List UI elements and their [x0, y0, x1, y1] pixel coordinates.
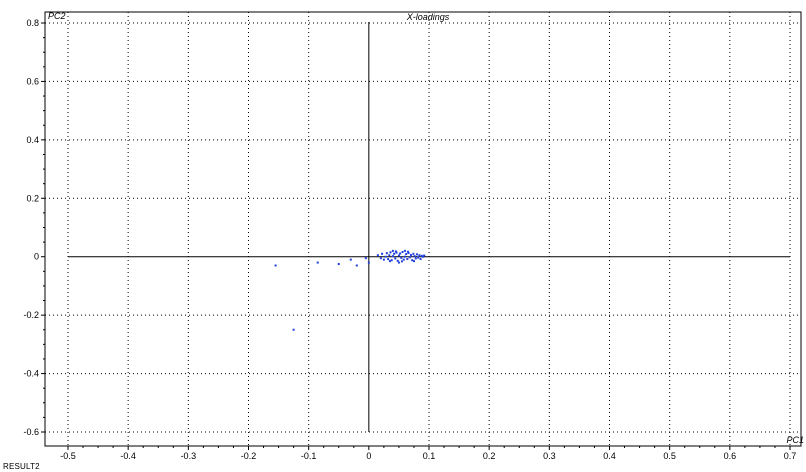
- data-point: [364, 257, 367, 260]
- data-point: [382, 258, 385, 261]
- data-point: [408, 256, 411, 259]
- data-point: [391, 255, 394, 258]
- y-tick-label: 0.4: [26, 135, 39, 145]
- x-tick-label: 0.7: [784, 451, 797, 461]
- data-point: [396, 259, 399, 262]
- data-point: [421, 255, 424, 258]
- result-label: RESULT2: [3, 462, 40, 471]
- data-point: [403, 249, 406, 252]
- plot-frame: [44, 11, 802, 447]
- data-point: [337, 263, 340, 266]
- data-point: [419, 258, 422, 261]
- data-point: [406, 258, 409, 261]
- x-tick-label: 0.5: [663, 451, 676, 461]
- data-point: [394, 257, 397, 260]
- axis-ticks: [41, 22, 791, 450]
- y-axis-label: PC2: [48, 11, 66, 21]
- data-point: [400, 256, 403, 259]
- x-tick-label: -0.1: [301, 451, 317, 461]
- x-tick-label: 0: [366, 451, 371, 461]
- y-tick-label: 0.8: [26, 18, 39, 28]
- data-point: [381, 252, 384, 255]
- data-point: [397, 261, 400, 264]
- data-point: [389, 251, 392, 254]
- data-point: [397, 254, 400, 257]
- data-point: [415, 253, 418, 256]
- x-axis-label: PC1: [786, 435, 804, 445]
- data-point: [388, 254, 391, 257]
- data-point: [402, 258, 405, 261]
- data-point: [355, 264, 358, 267]
- data-point: [367, 261, 370, 264]
- data-point: [390, 259, 393, 262]
- tick-labels: -0.5 -0.4 -0.3 -0.2 -0.1 0 0.1 0.2 0.3 0.4 0.5 0.6 0…: [23, 18, 796, 461]
- x-tick-label: 0.6: [724, 451, 737, 461]
- data-point: [411, 259, 414, 262]
- data-point: [387, 258, 390, 261]
- x-tick-label: 0.1: [423, 451, 436, 461]
- data-point: [403, 255, 406, 258]
- data-points: [274, 249, 426, 331]
- data-point: [401, 251, 404, 254]
- zero-axis-lines: [68, 22, 790, 432]
- data-point: [391, 249, 394, 252]
- data-point: [418, 254, 421, 257]
- x-tick-label: 0.4: [603, 451, 616, 461]
- data-point: [379, 257, 382, 260]
- data-point: [412, 260, 415, 263]
- data-point: [423, 254, 426, 257]
- y-tick-label: 0.6: [26, 76, 39, 86]
- data-point: [395, 251, 398, 254]
- y-tick-label: -0.2: [23, 310, 39, 320]
- data-point: [399, 252, 402, 255]
- data-point: [384, 255, 387, 258]
- data-point: [420, 254, 423, 257]
- data-point: [385, 252, 388, 255]
- data-point: [412, 252, 415, 255]
- data-point: [394, 250, 397, 253]
- grid-lines: [45, 12, 801, 446]
- data-point: [376, 254, 379, 257]
- data-point: [393, 252, 396, 255]
- data-point: [349, 258, 352, 261]
- data-point: [274, 264, 277, 267]
- chart-title: X-loadings: [406, 12, 450, 22]
- x-tick-label: -0.3: [181, 451, 197, 461]
- data-point: [413, 255, 416, 258]
- x-tick-label: -0.4: [120, 451, 136, 461]
- data-point: [316, 261, 319, 264]
- y-tick-label: -0.4: [23, 369, 39, 379]
- y-tick-label: 0.2: [26, 193, 39, 203]
- x-tick-label: -0.2: [241, 451, 257, 461]
- data-point: [292, 328, 295, 331]
- x-tick-label: -0.5: [60, 451, 76, 461]
- data-point: [405, 253, 408, 256]
- data-point: [388, 260, 391, 263]
- x-tick-label: 0.3: [543, 451, 556, 461]
- x-tick-label: 0.2: [483, 451, 496, 461]
- data-point: [414, 257, 417, 260]
- y-tick-label: 0: [34, 252, 39, 262]
- y-tick-label: -0.6: [23, 427, 39, 437]
- data-point: [400, 260, 403, 263]
- data-point: [409, 253, 412, 256]
- data-point: [417, 256, 420, 259]
- data-point: [407, 251, 410, 254]
- data-point: [406, 250, 409, 253]
